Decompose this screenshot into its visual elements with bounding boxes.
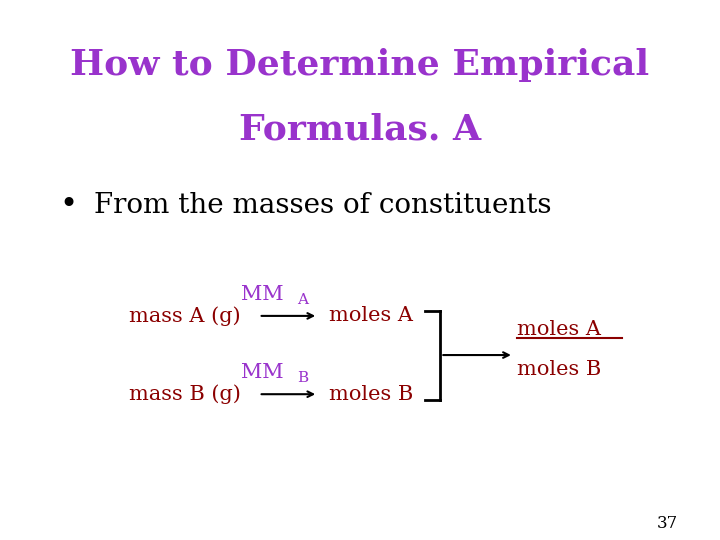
Text: B: B: [297, 371, 308, 385]
Text: A: A: [297, 293, 308, 307]
Text: MM: MM: [241, 363, 284, 382]
Text: MM: MM: [241, 285, 284, 304]
Text: 37: 37: [657, 515, 678, 532]
Text: How to Determine Empirical: How to Determine Empirical: [71, 48, 649, 82]
Text: From the masses of constituents: From the masses of constituents: [94, 192, 552, 219]
Text: mass B (g): mass B (g): [130, 384, 241, 404]
Text: moles A: moles A: [517, 320, 601, 339]
Text: mass A (g): mass A (g): [130, 306, 241, 326]
Text: •: •: [60, 190, 78, 221]
Text: Formulas. A: Formulas. A: [239, 113, 481, 146]
Text: moles B: moles B: [517, 360, 601, 380]
Text: moles A: moles A: [328, 306, 413, 326]
Text: moles B: moles B: [328, 384, 413, 404]
